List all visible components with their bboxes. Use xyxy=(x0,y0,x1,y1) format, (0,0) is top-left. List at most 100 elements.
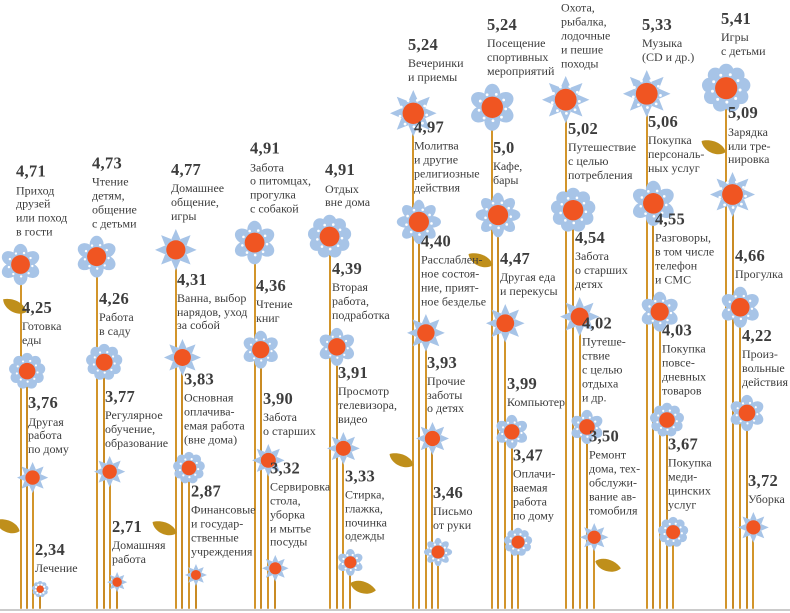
flower-label-block: 2,34 Лечение xyxy=(35,540,78,576)
flower-icon xyxy=(243,331,279,369)
flower-value: 5,02 xyxy=(568,119,599,138)
flower-icon xyxy=(319,327,355,366)
flower-label: Отдых вне дома xyxy=(325,181,371,210)
flower-label: Охота, рыбалка, лодочные и пешие походы xyxy=(561,0,611,71)
flower-stem xyxy=(738,307,742,609)
flower-icon xyxy=(415,421,449,455)
flower-label: Зарядка или тре- нировка xyxy=(728,124,771,167)
flower-label: Путеше- ствие с целью отдыха и др. xyxy=(582,334,626,405)
flower-label-block: 4,25 Готовка еды xyxy=(22,298,61,348)
flower-value: 4,02 xyxy=(582,313,613,333)
flower-label: Путешествие с целью потребления xyxy=(568,140,637,182)
flower-item xyxy=(735,509,772,546)
flower-icon xyxy=(470,83,514,131)
flower-value: 2,34 xyxy=(35,539,66,559)
flower-label-block: 3,76 Другая работа по дому xyxy=(28,394,69,458)
flower-icon xyxy=(657,516,689,547)
flower-label: Стирка, глажка, починка одежды xyxy=(345,487,387,543)
flower-label: Другая еда и перекусы xyxy=(500,269,558,298)
flower-item xyxy=(104,569,130,595)
flower-stem xyxy=(585,427,589,609)
flower-icon xyxy=(261,554,289,582)
flower-icon xyxy=(94,456,126,488)
flower-item xyxy=(230,218,279,267)
flower-value: 3,67 xyxy=(668,434,699,454)
flower-icon xyxy=(184,563,207,586)
flower-label: Забота о старших xyxy=(263,409,316,438)
flower-icon xyxy=(503,527,533,556)
flower-stem xyxy=(341,448,345,609)
flower-icon xyxy=(649,402,684,437)
flower-icon xyxy=(730,394,764,432)
flower-label-block: 3,90 Забота о старших xyxy=(263,389,316,439)
flower-value: 4,25 xyxy=(22,297,53,317)
flower-label-block: 5,24 Посещение спортивных мероприятий xyxy=(487,15,554,79)
flower-label: Сервировка стола, уборка и мытье посуды xyxy=(270,479,331,549)
flower-stem xyxy=(571,210,575,609)
flower-item xyxy=(394,197,444,247)
flower-label-block: 5,24 Вечеринки и приемы xyxy=(408,35,464,85)
flower-icon xyxy=(485,303,525,343)
flower-label: Произ- вольные действия xyxy=(742,347,789,390)
flower-stem xyxy=(424,333,428,609)
flower-label-block: 4,36 Чтение книг xyxy=(256,276,293,326)
flower-label-block: 4,55 Разговоры, в том числе телефон и СМС xyxy=(655,210,714,288)
flower-item xyxy=(726,392,768,434)
flower-label-block: 4,54 Забота о старших детях xyxy=(575,229,628,293)
flower-icon xyxy=(85,343,123,380)
flower-item xyxy=(324,429,363,468)
flower-value: 4,31 xyxy=(177,269,208,289)
flower-stem xyxy=(516,542,520,609)
flower-item xyxy=(387,87,440,140)
flower-icon xyxy=(308,215,352,258)
flower-value: 3,47 xyxy=(513,445,544,465)
flower-label: Игры с детьми xyxy=(721,30,766,58)
flower-label: Прогулка xyxy=(735,266,784,281)
leaf-icon xyxy=(0,516,23,540)
flower-stem xyxy=(253,243,257,609)
flower-stem xyxy=(348,562,352,609)
flower-label-block: 3,50 Ремонт дома, тех- обслужи- вание ав-… xyxy=(589,426,640,518)
flower-label-block: 4,31 Ванна, выбор нарядов, уход за собой xyxy=(177,270,247,334)
flower-item xyxy=(620,67,674,121)
flower-label-block: 5,41 Игры с детьми xyxy=(721,9,766,59)
flower-label: Домашняя работа xyxy=(112,538,166,566)
flower-stem xyxy=(724,88,728,609)
flower-value: 4,71 xyxy=(16,161,47,181)
flower-value: 3,76 xyxy=(28,393,59,413)
flower-icon xyxy=(542,76,590,124)
flower-label: Письмо от руки xyxy=(433,504,473,533)
flower-icon xyxy=(423,537,453,567)
flower-icon xyxy=(17,462,49,494)
flower-label-block: 3,99 Компьютер xyxy=(507,374,565,410)
flower-stem xyxy=(430,438,434,609)
flower-value: 5,24 xyxy=(487,14,518,34)
leaf-icon xyxy=(0,295,30,321)
flower-stem xyxy=(31,478,35,609)
flower-label: Чтение детям, общение с детьми xyxy=(92,174,137,231)
flower-value: 5,24 xyxy=(408,34,439,54)
flower-label-block: 4,97 Молитва и другие религиозные действи… xyxy=(414,117,480,195)
flower-stem xyxy=(411,113,415,609)
flower-label: Покупка персональ- ных услуг xyxy=(648,132,705,175)
flower-label: Просмотр телевизора, видео xyxy=(338,383,397,426)
flower-item xyxy=(83,341,125,383)
flower-label-block: 4,03 Покупка повсе- дневных товаров xyxy=(662,320,706,398)
flower-stem xyxy=(496,215,500,609)
flower-stem xyxy=(266,460,270,609)
flower-value: 2,87 xyxy=(191,481,222,501)
flower-value: 5,33 xyxy=(642,15,673,35)
flower-item xyxy=(557,294,602,339)
flower-value: 3,72 xyxy=(748,470,779,490)
flower-label: Оплачи- ваемая работа по дому xyxy=(513,466,556,522)
flower-label-block: 3,46 Письмо от руки xyxy=(433,483,472,533)
flower-label: Домашнее общение, игры xyxy=(171,181,225,224)
flower-item xyxy=(73,233,120,280)
flower-stem xyxy=(503,323,507,609)
flower-stem xyxy=(174,250,178,609)
flower-label: Молитва и другие религиозные действия xyxy=(414,138,480,195)
flower-item xyxy=(421,535,455,569)
flower-stem xyxy=(564,100,568,609)
flower-label: Забота о старших детях xyxy=(575,249,628,292)
flower-label-block: 4,71 Приход друзей или поход в гости xyxy=(16,162,67,240)
